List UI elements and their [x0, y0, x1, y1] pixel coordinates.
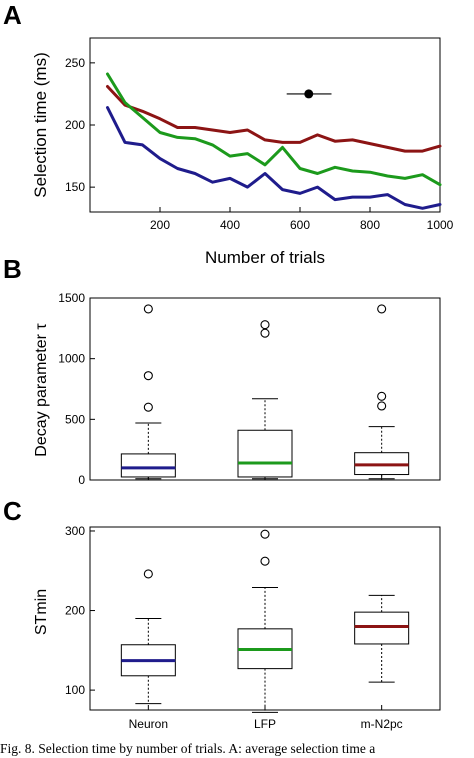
y-axis-label-c: STmin: [33, 589, 50, 635]
x-tick-label-c: LFP: [254, 717, 276, 731]
panel-letter-b: B: [3, 254, 22, 284]
box-lfp: [237, 429, 293, 478]
outlier-neuron: [143, 371, 153, 381]
x-ticks-a: 200 400 600 800 1000: [150, 207, 454, 232]
y-tick-label-b: 0: [78, 473, 85, 487]
outlier-neuron: [143, 402, 153, 412]
line-series-m_n2pc: [106, 85, 442, 153]
outlier-m_n2pc: [377, 391, 387, 401]
outlier-m_n2pc: [377, 401, 387, 411]
y-tick-label-a: 200: [65, 118, 85, 132]
x-tick-label-c: m-N2pc: [361, 717, 403, 731]
line-series-lfp: [106, 72, 442, 187]
y-tick-label-b: 1000: [58, 352, 85, 366]
outlier-m_n2pc: [377, 304, 387, 314]
outlier-neuron: [143, 304, 153, 314]
x-ticks-c: Neuron LFP m-N2pc: [129, 705, 403, 731]
errorbar-marker-a: [286, 89, 332, 99]
y-tick-label-a: 250: [65, 56, 85, 70]
y-tick-label-c: 100: [65, 683, 85, 697]
panel-letter-a: A: [3, 0, 22, 30]
plot-frame-a: [89, 37, 441, 213]
y-axis-label-b: Decay parameter τ: [33, 323, 50, 457]
boxes-c: [120, 529, 410, 713]
y-ticks-a: 150 200 250: [65, 56, 95, 194]
y-tick-label-c: 300: [65, 524, 85, 538]
outlier-lfp: [260, 556, 270, 566]
x-axis-label-a: Number of trials: [205, 248, 325, 267]
x-tick-label-a: 200: [150, 218, 170, 232]
errorbar-point-a: [304, 89, 314, 99]
line-series-neuron: [106, 106, 442, 210]
y-tick-label-c: 200: [65, 604, 85, 618]
x-tick-label-a: 400: [220, 218, 240, 232]
y-ticks-b: 0 500 1000 1500: [58, 291, 95, 487]
x-tick-label-c: Neuron: [129, 717, 168, 731]
panel-a: A 150 200 250 200 400 600 800 1000 Selection t…: [3, 0, 454, 267]
panel-c: C 100 200 300 Neuron LFP m-N2pc STmin: [3, 496, 441, 731]
y-axis-label-a: Selection time (ms): [31, 52, 50, 197]
series-lines-a: [106, 72, 442, 210]
outlier-neuron: [143, 569, 153, 579]
y-tick-label-b: 500: [65, 412, 85, 426]
panel-b: B 0 500 1000 1500 Decay parameter τ: [3, 254, 441, 487]
box-m_n2pc: [354, 611, 410, 645]
x-tick-label-a: 800: [360, 218, 380, 232]
outlier-lfp: [260, 328, 270, 338]
x-tick-label-a: 1000: [427, 218, 454, 232]
x-tick-label-a: 600: [290, 218, 310, 232]
y-ticks-c: 100 200 300: [65, 524, 95, 697]
figure-caption: Fig. 8. Selection time by number of tria…: [0, 741, 376, 756]
boxes-b: [120, 304, 410, 480]
outlier-lfp: [260, 529, 270, 539]
y-tick-label-b: 1500: [58, 291, 85, 305]
box-neuron: [120, 453, 176, 478]
panel-letter-c: C: [3, 496, 22, 526]
y-tick-label-a: 150: [65, 180, 85, 194]
outlier-lfp: [260, 320, 270, 330]
